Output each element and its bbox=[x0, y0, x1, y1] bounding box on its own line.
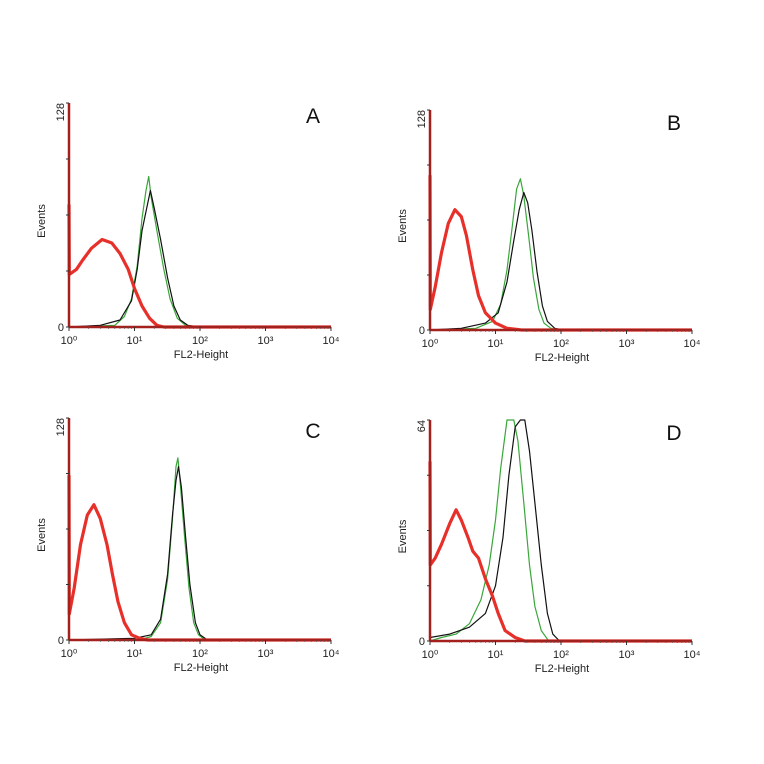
histogram-panel-a: 10⁰ 10¹ 10² 10³ 10⁴ 0 128 FL2-Height Events A bbox=[36, 102, 340, 361]
histogram-series-green bbox=[69, 457, 331, 641]
y-tick-label: 128 bbox=[55, 418, 67, 436]
histogram-series-control-red bbox=[428, 175, 692, 332]
panel-label: B bbox=[667, 112, 681, 135]
histogram-series-green bbox=[429, 419, 692, 642]
x-axis-label: FL2-Height bbox=[174, 349, 228, 361]
y-axis-label: Events bbox=[397, 209, 409, 243]
histogram-series-control-red bbox=[67, 204, 331, 329]
x-tick-label: 10⁰ bbox=[61, 648, 78, 660]
x-tick-label: 10² bbox=[553, 338, 569, 350]
panel-label: D bbox=[666, 422, 681, 445]
x-tick-label: 10¹ bbox=[127, 648, 143, 660]
x-tick-label: 10⁰ bbox=[422, 649, 439, 661]
x-tick-label: 10⁰ bbox=[422, 338, 439, 350]
y-tick-label: 0 bbox=[58, 322, 64, 334]
histogram-panel-d: 10⁰ 10¹ 10² 10³ 10⁴ 0 64 FL2-Height Events D bbox=[397, 419, 701, 675]
histogram-series-control-red bbox=[428, 461, 692, 643]
histogram-series-black bbox=[429, 419, 692, 642]
y-axis-label: Events bbox=[397, 519, 409, 553]
x-tick-label: 10² bbox=[192, 648, 208, 660]
histogram-panel-b: 10⁰ 10¹ 10² 10³ 10⁴ 0 128 FL2-Height Events B bbox=[397, 109, 701, 364]
x-tick-label: 10⁰ bbox=[61, 335, 78, 347]
y-tick-label: 128 bbox=[416, 110, 428, 128]
x-tick-label: 10⁴ bbox=[684, 649, 701, 661]
histogram-series-black bbox=[68, 466, 331, 641]
y-tick-label: 128 bbox=[55, 103, 67, 121]
x-tick-label: 10³ bbox=[619, 649, 635, 661]
y-tick-label: 0 bbox=[419, 636, 425, 648]
histogram-series-control-red bbox=[67, 475, 331, 642]
x-tick-label: 10³ bbox=[619, 338, 635, 350]
histogram-series-green bbox=[429, 178, 692, 331]
y-axis-label: Events bbox=[36, 204, 48, 238]
x-axis-label: FL2-Height bbox=[535, 663, 589, 675]
panel-label: A bbox=[306, 105, 320, 128]
x-tick-label: 10¹ bbox=[488, 338, 504, 350]
x-tick-label: 10⁴ bbox=[323, 335, 340, 347]
y-tick-label: 0 bbox=[419, 325, 425, 337]
x-tick-label: 10⁴ bbox=[323, 648, 340, 660]
x-tick-label: 10¹ bbox=[127, 335, 143, 347]
x-tick-label: 10² bbox=[192, 335, 208, 347]
histogram-panel-c: 10⁰ 10¹ 10² 10³ 10⁴ 0 128 FL2-Height Events C bbox=[36, 417, 340, 674]
y-tick-label: 64 bbox=[416, 420, 428, 432]
y-tick-label: 0 bbox=[58, 635, 64, 647]
x-tick-label: 10² bbox=[553, 649, 569, 661]
x-axis-label: FL2-Height bbox=[174, 662, 228, 674]
histogram-series-black bbox=[429, 191, 692, 331]
panel-label: C bbox=[305, 420, 320, 443]
x-tick-label: 10¹ bbox=[488, 649, 504, 661]
x-axis-label: FL2-Height bbox=[535, 352, 589, 364]
y-axis-label: Events bbox=[36, 518, 48, 552]
x-tick-label: 10³ bbox=[258, 335, 274, 347]
x-tick-label: 10³ bbox=[258, 648, 274, 660]
histogram-series-green bbox=[68, 175, 331, 328]
histogram-series-black bbox=[68, 189, 331, 328]
x-tick-label: 10⁴ bbox=[684, 338, 701, 350]
